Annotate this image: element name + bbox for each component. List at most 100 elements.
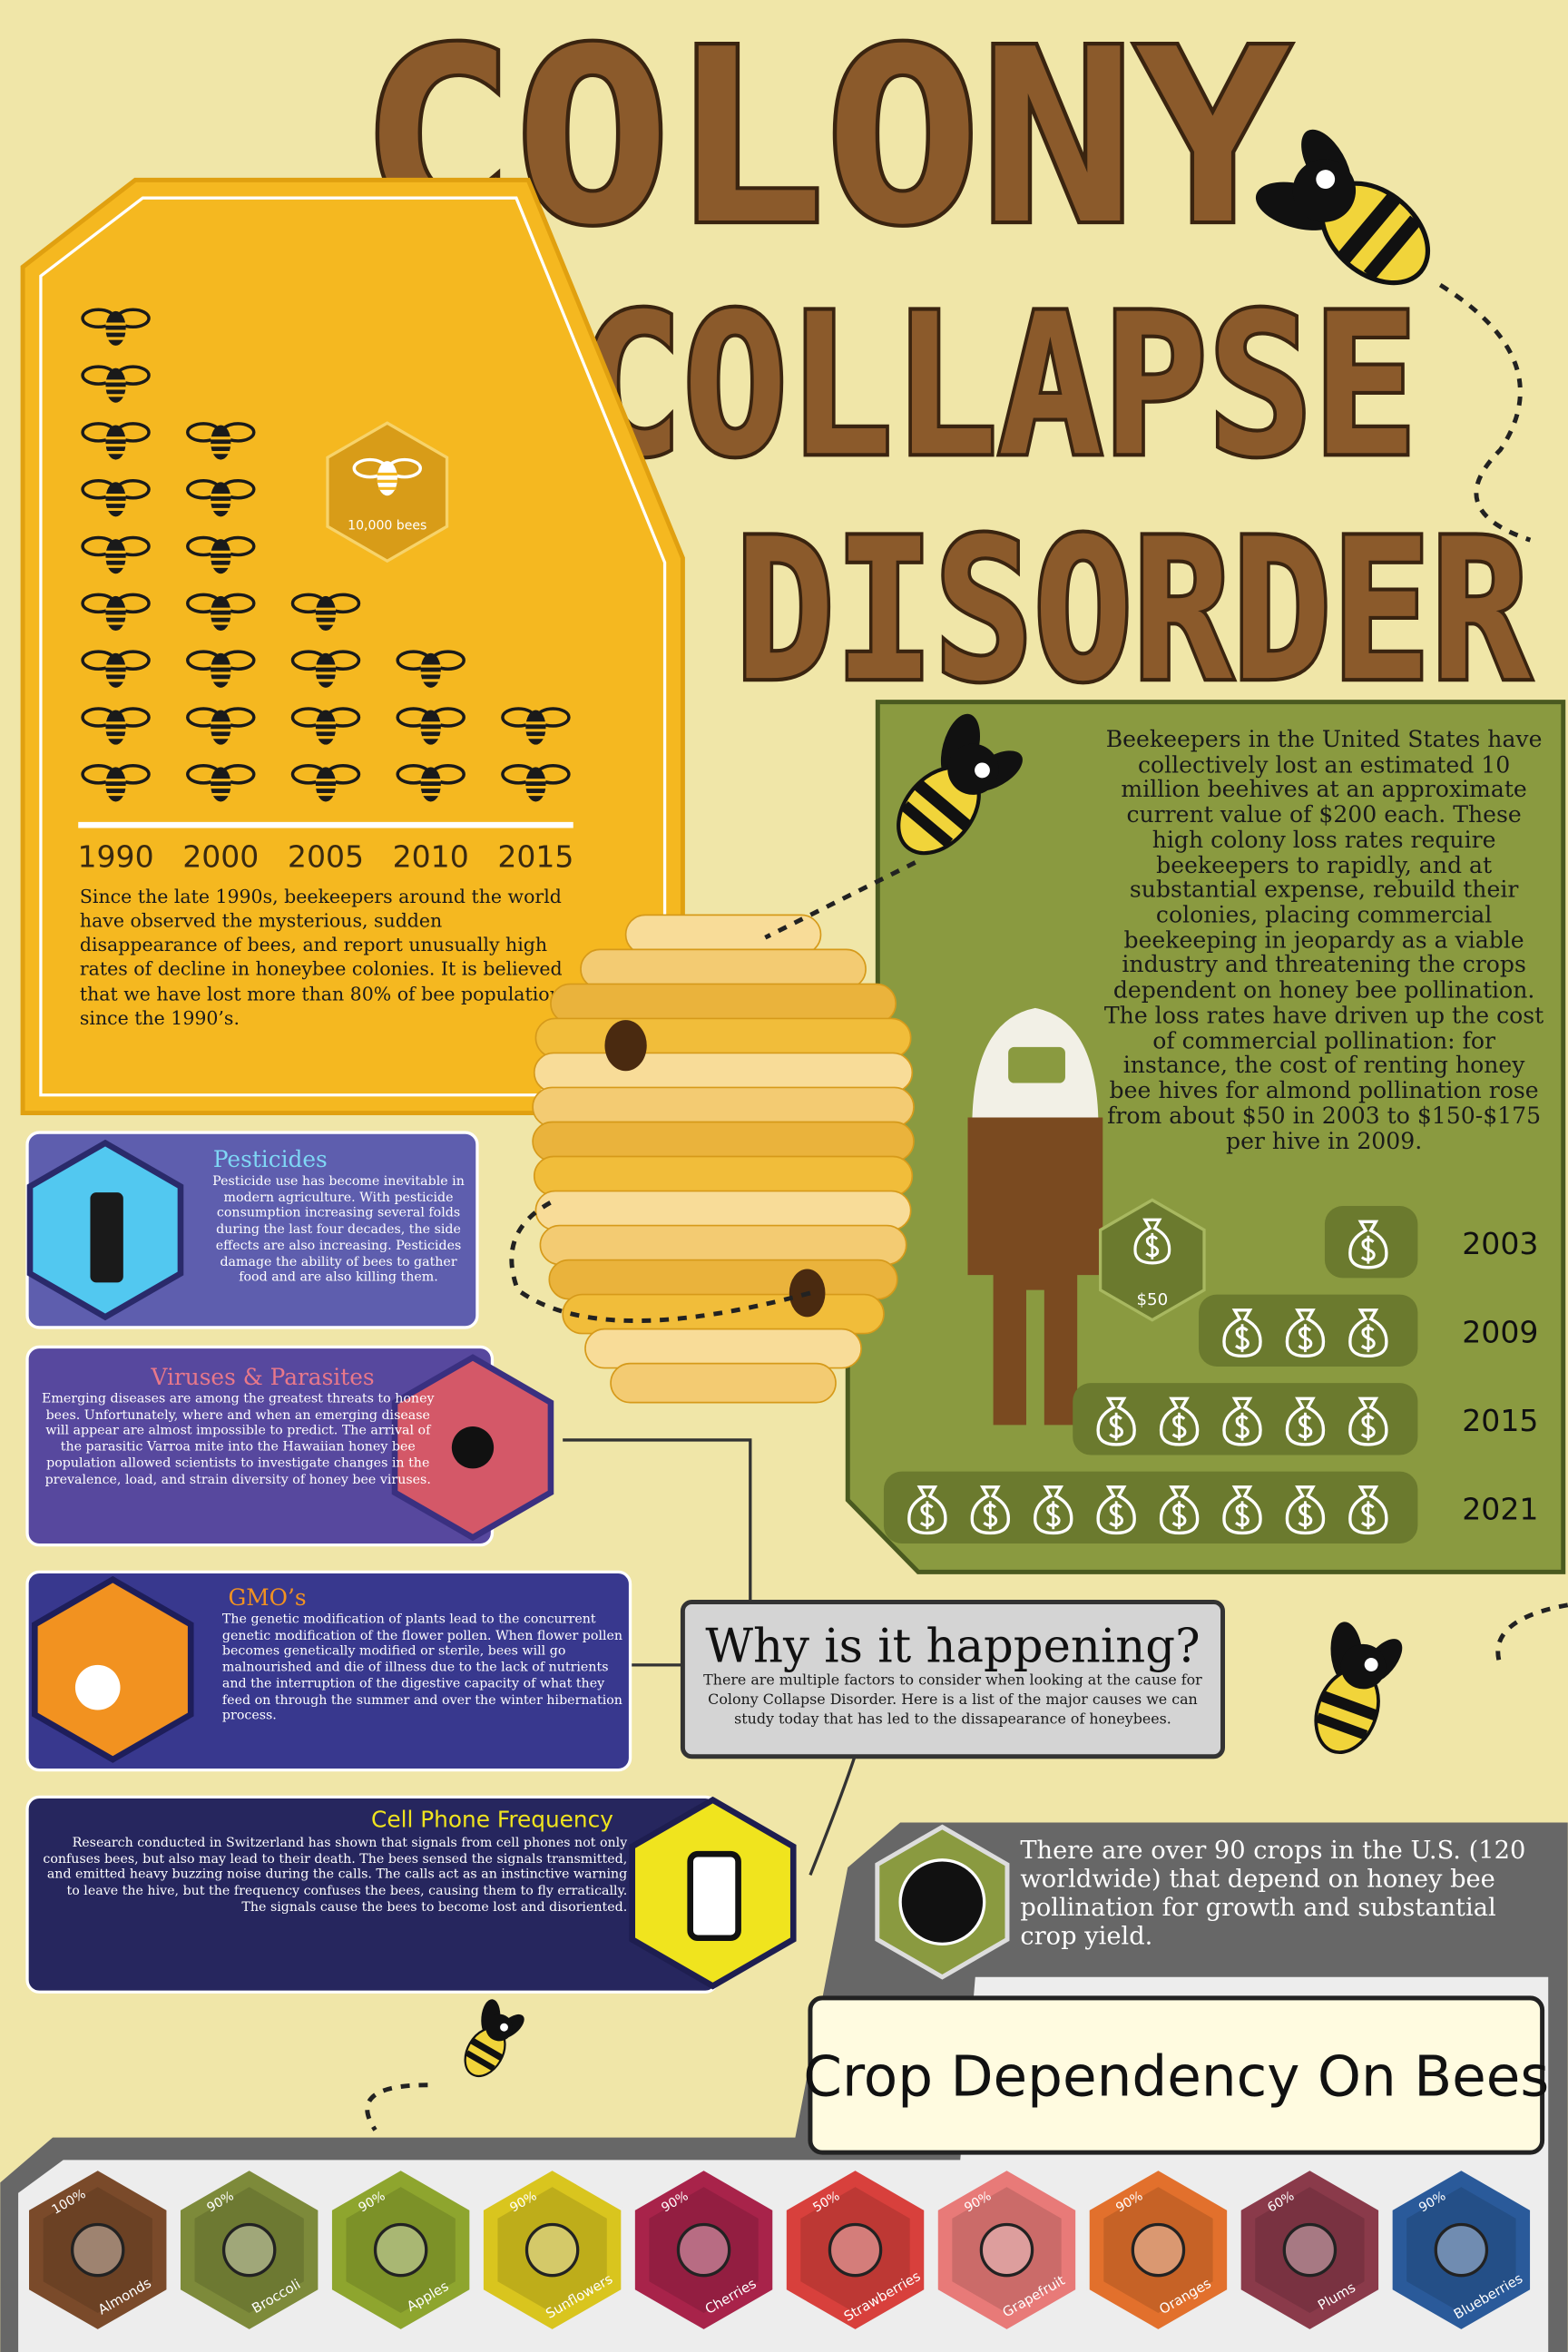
hive-layer <box>562 1293 885 1335</box>
crop-hex <box>480 2167 624 2333</box>
crop-icon <box>1282 2222 1338 2278</box>
legend-label: 10,000 bees <box>348 519 426 534</box>
bee-columns: 1990 2000 2005 2010 2015 <box>78 308 573 874</box>
cause-text: Research conducted in Switzerland has sh… <box>43 1836 628 1916</box>
bag-rows: 2003 2009 2015 2021 <box>883 1206 1538 1544</box>
bee-head <box>1292 159 1357 222</box>
hive-layer <box>534 1190 912 1231</box>
legend-label: $50 <box>1136 1290 1168 1309</box>
cause-title: Viruses & Parasites <box>151 1364 375 1390</box>
flight-paths <box>365 282 1568 2132</box>
title: COLONY COLLAPSE DISORDER <box>357 0 1534 728</box>
year-label: 2015 <box>1462 1403 1538 1438</box>
connectors <box>563 1438 858 1876</box>
spray-can <box>90 1192 123 1283</box>
year-label: 2021 <box>1462 1492 1538 1527</box>
hive-layer <box>610 1362 837 1404</box>
cause-text-box: Research conducted in Switzerland has sh… <box>43 1836 628 1916</box>
decline-text-box: Since the late 1990s, beekeepers around … <box>79 885 563 1029</box>
hive-layer <box>532 1121 915 1162</box>
crop-hex <box>1389 2167 1534 2333</box>
year-label: 1990 <box>78 838 154 874</box>
cause-title: Pesticides <box>213 1146 328 1172</box>
crop-icon <box>676 2222 731 2278</box>
crop-icon <box>1131 2222 1186 2278</box>
decorative-bees <box>464 129 1431 2078</box>
year-label: 2003 <box>1462 1226 1538 1261</box>
crop-hex-inner <box>800 2187 910 2314</box>
cause-text: The genetic modification of plants lead … <box>221 1612 623 1725</box>
bee-stripe <box>465 2050 495 2072</box>
visor <box>1008 1046 1065 1083</box>
hive-layer <box>533 1052 914 1093</box>
hive-layer <box>534 1017 912 1059</box>
flight-path <box>1438 282 1532 543</box>
crops-note: There are over 90 crops in the U.S. (120… <box>1020 1838 1526 1950</box>
decline-panel-border <box>39 196 667 1097</box>
cause-text-box: Pesticide use has become inevitable in m… <box>212 1174 465 1287</box>
hive-layer <box>624 914 822 956</box>
crop-hexes: Almonds100%Broccoli90%Apples90%Sunflower… <box>25 2167 1534 2333</box>
cost-text: Beekeepers in the United States have col… <box>1103 727 1544 1155</box>
crop-hex <box>328 2167 473 2333</box>
decline-text: Since the late 1990s, beekeepers around … <box>79 885 563 1029</box>
crop-title: Crop Dependency On Bees <box>803 2044 1549 2109</box>
why-box <box>680 1599 1226 1759</box>
legend-hex <box>1098 1198 1206 1322</box>
hive-layer <box>584 1328 862 1369</box>
hive-layer <box>539 1224 907 1266</box>
hive-layer <box>580 948 867 990</box>
cause-title: Cell Phone Frequency <box>371 1806 613 1832</box>
why-text-box: There are multiple factors to consider w… <box>703 1672 1202 1728</box>
crop-hex <box>177 2167 321 2333</box>
hive-layer <box>548 1259 898 1300</box>
year-label: 2000 <box>182 838 259 874</box>
crop-hex-inner <box>346 2187 456 2314</box>
decorative-bee <box>1255 129 1431 286</box>
crop-hex-inner <box>1103 2187 1213 2314</box>
suit <box>967 1117 1103 1426</box>
crop-hex <box>1086 2167 1230 2333</box>
crop-icon <box>70 2222 125 2278</box>
decorative-bee <box>464 1999 524 2078</box>
bee-head <box>947 743 999 795</box>
bee-stripe <box>914 779 972 831</box>
crop-icon <box>979 2222 1034 2278</box>
crop-hex-inner <box>952 2187 1062 2314</box>
cause-text-box: The genetic modification of plants lead … <box>221 1612 623 1725</box>
year-label: 2005 <box>288 838 364 874</box>
apple-icon <box>74 1664 121 1710</box>
crops-note-box: There are over 90 crops in the U.S. (120… <box>1020 1838 1526 1950</box>
crop-hex <box>935 2167 1079 2333</box>
hive <box>532 914 915 1404</box>
hive-hole <box>604 1020 647 1072</box>
beekeeper <box>967 1007 1103 1426</box>
why-title: Why is it happening? <box>705 1620 1200 1674</box>
bee-eye <box>500 2023 508 2032</box>
crop-title-box <box>808 1995 1545 2155</box>
virus-icon <box>451 1426 495 1469</box>
flight-path <box>365 2082 428 2132</box>
bee-eye <box>975 762 990 779</box>
bee-stripe <box>1363 215 1422 280</box>
hive-layer <box>533 1155 914 1197</box>
cause-text: Emerging diseases are among the greatest… <box>42 1392 435 1488</box>
bee-stripe <box>1315 1712 1368 1740</box>
cause-text: Pesticide use has become inevitable in m… <box>212 1174 465 1287</box>
flight-path <box>509 1198 811 1323</box>
bee-head <box>485 2014 514 2042</box>
crop-icon <box>828 2222 883 2278</box>
crop-icon <box>1434 2222 1489 2278</box>
crop-hex <box>783 2167 927 2333</box>
bag-row <box>883 1471 1418 1544</box>
bee-stripe <box>1320 1690 1378 1721</box>
crop-icon <box>373 2222 428 2278</box>
crop-hex-inner <box>194 2187 304 2314</box>
bee-head <box>1340 1643 1387 1690</box>
connector <box>563 1438 752 1602</box>
crop-hex-inner <box>1255 2187 1365 2314</box>
bee-eye <box>1364 1658 1378 1671</box>
decorative-bee <box>897 713 1023 856</box>
